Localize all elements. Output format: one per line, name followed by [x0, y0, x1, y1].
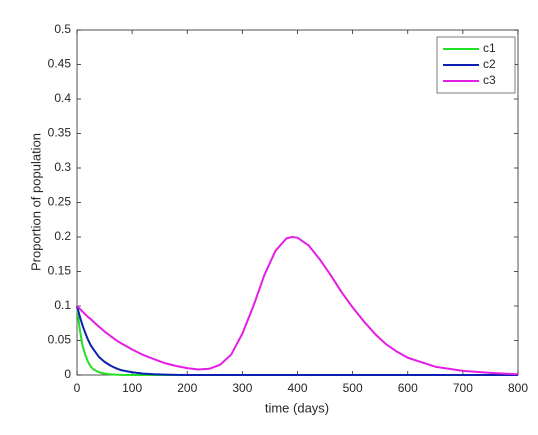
- y-tick-label: 0.35: [48, 126, 72, 140]
- y-tick-label: 0.45: [48, 57, 72, 71]
- series-line: [76, 305, 518, 376]
- x-tick-label: 500: [343, 381, 363, 395]
- legend-label: c3: [483, 73, 496, 87]
- x-tick-label: 300: [232, 381, 252, 395]
- y-tick-label: 0.4: [54, 91, 71, 105]
- series-line: [76, 236, 519, 376]
- x-tick-label: 600: [398, 381, 418, 395]
- legend-label: c1: [483, 41, 496, 55]
- x-tick-label: 800: [508, 381, 528, 395]
- y-tick-label: 0.3: [54, 160, 71, 174]
- y-tick-label: 0.1: [54, 298, 71, 312]
- x-tick-label: 200: [177, 381, 197, 395]
- y-tick-label: 0.15: [48, 264, 72, 278]
- x-tick-label: 400: [287, 381, 307, 395]
- legend-label: c2: [483, 57, 496, 71]
- x-tick-label: 0: [74, 381, 81, 395]
- y-tick-label: 0.05: [48, 333, 72, 347]
- y-tick-label: 0.5: [54, 22, 71, 36]
- x-axis-label: time (days): [265, 400, 329, 415]
- x-tick-label: 100: [122, 381, 142, 395]
- y-tick-label: 0.2: [54, 229, 71, 243]
- y-tick-label: 0: [64, 367, 71, 381]
- x-tick-label: 700: [453, 381, 473, 395]
- y-axis-label: Proportion of population: [28, 133, 43, 271]
- y-tick-label: 0.25: [48, 195, 72, 209]
